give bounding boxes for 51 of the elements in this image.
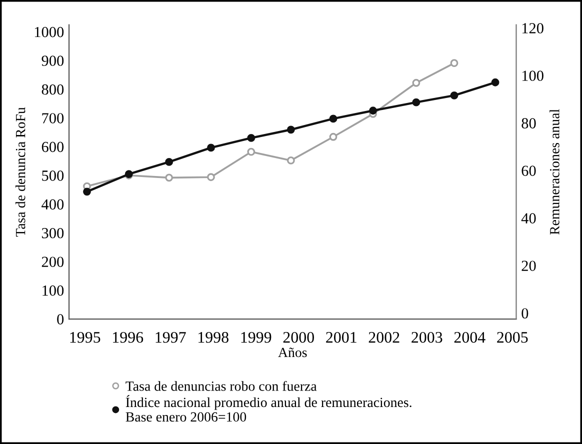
y-tick-label: 300 xyxy=(42,228,64,238)
y-tick-label: 100 xyxy=(42,285,64,296)
y-axis-title: Tasa de denuncia RoFu xyxy=(15,107,26,237)
point xyxy=(491,78,500,86)
point xyxy=(247,148,256,156)
y2-tick-label: 120 xyxy=(522,23,544,34)
point xyxy=(450,59,458,68)
y2-tick-label: 40 xyxy=(521,213,536,224)
y-tick-label: 700 xyxy=(42,113,64,124)
x-tick-label: 2000 xyxy=(283,332,314,343)
x-tick-label: 2002 xyxy=(368,332,400,343)
x-tick-label: 2003 xyxy=(412,332,442,343)
point xyxy=(412,98,420,106)
point xyxy=(165,174,174,182)
y-tick-label: 500 xyxy=(42,170,64,181)
point xyxy=(329,132,338,141)
legend-label: Índice nacional promedio anual de remuneraciones. Base enero 2006=100 xyxy=(126,395,412,422)
y2-tick-label: 100 xyxy=(522,70,544,81)
y-tick-label: 600 xyxy=(42,142,64,152)
x-tick-label: 1995 xyxy=(70,332,100,343)
point xyxy=(369,106,377,115)
x-tick-label: 1999 xyxy=(241,332,272,343)
x-tick-label: 2005 xyxy=(497,332,528,343)
y2-axis-title: Remuneraciones anual xyxy=(550,109,560,235)
y-tick-label: 200 xyxy=(42,256,64,268)
legend-label: Tasa de denuncias robo con fuerza xyxy=(126,380,317,391)
y-tick-label: 900 xyxy=(42,56,64,66)
point xyxy=(83,188,91,196)
y2-tick-label: 60 xyxy=(522,166,536,176)
x-tick-label: 1996 xyxy=(113,332,144,343)
point xyxy=(412,78,420,87)
y2-tick-label: 20 xyxy=(522,260,536,272)
x-axis-title: Años xyxy=(278,348,307,358)
x-tick-label: 2001 xyxy=(326,332,356,343)
y2-tick-label: 0 xyxy=(522,308,528,319)
point xyxy=(329,114,338,123)
y2-tick-label: 80 xyxy=(522,118,536,128)
y-tick-label: 0 xyxy=(57,314,64,324)
y-tick-label: 400 xyxy=(42,199,64,210)
point xyxy=(286,126,295,134)
point xyxy=(247,134,256,142)
x-tick-label: 2004 xyxy=(454,332,486,343)
x-tick-label: 1998 xyxy=(198,332,228,343)
point xyxy=(207,144,215,152)
point xyxy=(450,91,458,100)
y-tick-label: 1000 xyxy=(34,26,64,38)
y-tick-label: 800 xyxy=(42,84,64,95)
point xyxy=(207,173,215,182)
x-tick-label: 1997 xyxy=(156,332,186,343)
point xyxy=(286,156,295,164)
point xyxy=(165,158,174,166)
